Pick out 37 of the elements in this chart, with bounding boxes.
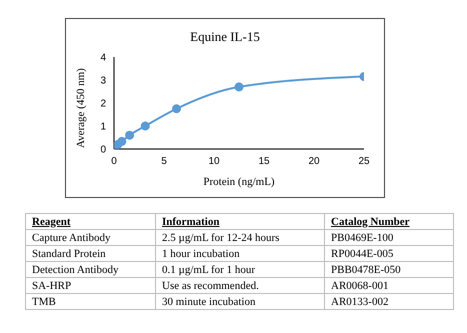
- point: [125, 130, 134, 140]
- text: SA-HRP: [26, 278, 156, 294]
- x-tick-label: 0: [111, 156, 118, 168]
- y-tick-label: 2: [100, 98, 106, 110]
- y-axis-title: Average (450 nm): [74, 68, 87, 148]
- text: AR0133-002: [324, 294, 454, 310]
- x-tick-label: 5: [161, 156, 168, 168]
- text: Use as recommended.: [156, 278, 324, 294]
- text: Detection Antibody: [26, 262, 156, 278]
- x-tick-label: 15: [258, 156, 270, 168]
- text: Information: [156, 214, 324, 230]
- text: PBB0478E-050: [324, 262, 454, 278]
- x-axis-title: Protein (ng/mL): [203, 176, 275, 188]
- y-tick-label: 4: [100, 52, 106, 64]
- text: Capture Antibody: [26, 230, 156, 246]
- point: [117, 136, 126, 146]
- x-tick-label: 10: [208, 156, 220, 168]
- chart-title: Equine IL-15: [189, 29, 261, 45]
- y-tick-label: 3: [100, 76, 106, 87]
- y-tick-label: 0: [100, 144, 106, 156]
- text: Standard Protein: [26, 246, 156, 262]
- text: Catalog Number: [324, 214, 454, 230]
- text: TMB: [26, 294, 156, 310]
- text: PB0469E-100: [324, 230, 454, 246]
- point: [172, 104, 181, 114]
- text: RP0044E-005: [324, 246, 454, 262]
- text: AR0068-001: [324, 278, 454, 294]
- text: 30 minute incubation: [156, 294, 324, 310]
- x-tick-label: 25: [358, 156, 370, 168]
- point: [140, 122, 150, 130]
- y-tick-label: 1: [100, 122, 106, 133]
- text: 0.1 µg/mL for 1 hour: [156, 262, 324, 278]
- point: [234, 82, 244, 92]
- text: 2.5 µg/mL for 12-24 hours: [156, 230, 324, 246]
- x-tick-label: 20: [308, 156, 320, 168]
- text: Reagent: [26, 214, 156, 230]
- text: 1 hour incubation: [156, 246, 324, 262]
